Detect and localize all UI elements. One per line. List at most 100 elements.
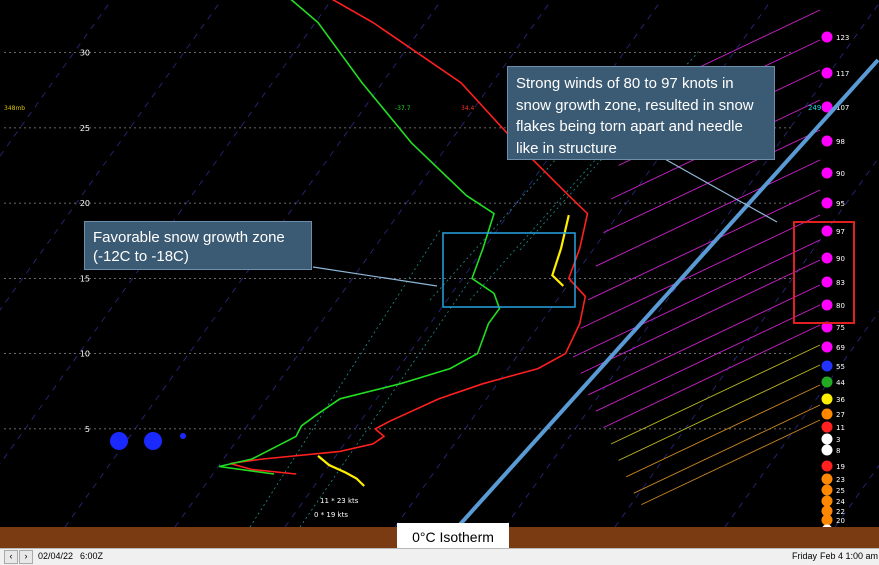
scroll-right-button[interactable]: › xyxy=(19,550,33,564)
y-tick-label: 15 xyxy=(80,274,90,283)
status-date: 02/04/22 xyxy=(38,551,74,561)
wind-speed-dot xyxy=(821,31,833,43)
surface-wind-label: 0 * 19 kts xyxy=(314,511,348,519)
wind-speed-label: 95 xyxy=(836,200,845,208)
wind-speed-dot xyxy=(821,473,833,485)
wind-speed-dot xyxy=(821,376,833,388)
wind-speed-label: 24 xyxy=(836,498,845,506)
wind-barb xyxy=(595,304,821,412)
isotherm-label: 0°C Isotherm xyxy=(397,523,509,551)
mixing-ratio-line xyxy=(299,279,471,528)
isotherm-guide xyxy=(834,464,879,528)
wind-speed-label: 20 xyxy=(836,517,845,525)
wind-speed-dot xyxy=(821,484,833,496)
wind-speed-dot xyxy=(821,197,833,209)
y-tick-label: 30 xyxy=(80,49,90,58)
mixing-ratio-line xyxy=(249,229,441,528)
wind-speed-label: 25 xyxy=(836,487,845,495)
wind-speed-label: 69 xyxy=(836,344,845,352)
isotherm-guide xyxy=(0,0,2,3)
wind-speed-label: 27 xyxy=(836,411,845,419)
snow-callout-line1: Favorable snow growth zone xyxy=(93,229,285,246)
snow-callout-arrow xyxy=(312,266,438,287)
wind-barb xyxy=(588,284,821,396)
wind-speed-dot xyxy=(821,495,833,507)
wind-barb xyxy=(580,214,821,329)
temperature-value: 34.4 xyxy=(461,105,475,112)
wind-speed-label: 90 xyxy=(836,255,845,263)
wind-speed-dot xyxy=(821,514,833,526)
wind-speed-label: 55 xyxy=(836,363,845,371)
wind-callout-arrow xyxy=(662,157,778,223)
wind-speed-dot xyxy=(821,505,833,517)
wind-barb xyxy=(572,239,821,358)
snow-growth-box xyxy=(442,232,576,308)
marker-dot xyxy=(180,433,186,439)
wind-speed-dot xyxy=(821,444,833,456)
snow-growth-callout: Favorable snow growth zone (-12C to -18C… xyxy=(84,221,312,270)
zero-isotherm-line xyxy=(453,58,879,532)
wind-barb xyxy=(580,259,821,374)
wind-barb xyxy=(618,364,821,461)
wind-speed-dot xyxy=(821,225,833,237)
y-tick-label: 20 xyxy=(80,199,90,208)
wind-speed-dot xyxy=(821,421,833,433)
wind-callout: Strong winds of 80 to 97 knots in snow g… xyxy=(507,66,775,160)
wind-speed-label: 90 xyxy=(836,170,845,178)
y-tick-label: 5 xyxy=(85,425,90,434)
wind-speed-label: 83 xyxy=(836,279,845,287)
wind-speed-label: 97 xyxy=(836,228,845,236)
wind-speed-dot xyxy=(821,135,833,147)
wind-barb xyxy=(603,129,821,234)
wind-speed-label: 80 xyxy=(836,302,845,310)
wind-barb xyxy=(641,419,821,506)
marker-dot xyxy=(144,432,162,450)
status-day: Friday xyxy=(792,551,818,561)
status-time: 6:00Z xyxy=(80,551,104,561)
wind-speed-dot xyxy=(821,460,833,472)
wind-speed-dot xyxy=(821,360,833,372)
wind-top-label: 249 xyxy=(808,104,821,112)
wind-speed-label: 19 xyxy=(836,463,845,471)
wind-speed-dot xyxy=(821,101,833,113)
wind-barb xyxy=(588,189,821,301)
wind-speed-dot xyxy=(821,276,833,288)
wind-speed-dot xyxy=(821,341,833,353)
y-tick-label: 25 xyxy=(80,124,90,133)
status-bar: ‹ › 02/04/22 6:00Z Friday Feb 4 1:00 am xyxy=(0,548,879,565)
wind-speed-label: 123 xyxy=(836,34,849,42)
wind-speed-label: 36 xyxy=(836,396,845,404)
wind-speed-dot xyxy=(821,321,833,333)
wind-speed-label: 117 xyxy=(836,70,849,78)
wind-speed-label: 23 xyxy=(836,476,845,484)
wind-barb xyxy=(595,159,821,267)
wind-speed-label: 98 xyxy=(836,138,845,146)
temperature-line xyxy=(229,0,589,475)
surface-segment xyxy=(317,455,365,487)
wind-speed-dot xyxy=(821,299,833,311)
snow-callout-line2: (-12C to -18C) xyxy=(93,248,189,265)
wind-speed-dot xyxy=(821,167,833,179)
wind-barb xyxy=(610,344,821,445)
level-label: 348mb xyxy=(4,105,25,112)
wind-barb xyxy=(633,404,821,494)
wind-highlight-box xyxy=(793,221,855,324)
wind-speed-dot xyxy=(821,433,833,445)
wind-speed-label: 3 xyxy=(836,436,840,444)
status-datetime: Feb 4 1:00 am xyxy=(820,551,879,561)
wind-speed-label: 44 xyxy=(836,379,845,387)
wind-speed-dot xyxy=(821,408,833,420)
wind-speed-label: 22 xyxy=(836,508,845,516)
snow-growth-segment xyxy=(551,214,570,287)
wind-speed-dot xyxy=(821,252,833,264)
y-tick-label: 10 xyxy=(80,350,90,359)
wind-speed-label: 11 xyxy=(836,424,845,432)
wind-barb xyxy=(626,384,821,478)
scroll-left-button[interactable]: ‹ xyxy=(4,550,18,564)
dewpoint-line xyxy=(218,0,501,475)
marker-dot xyxy=(110,432,128,450)
wind-speed-label: 75 xyxy=(836,324,845,332)
wind-barb xyxy=(603,324,821,429)
wind-speed-dot xyxy=(821,393,833,405)
wind-speed-label: 8 xyxy=(836,447,840,455)
